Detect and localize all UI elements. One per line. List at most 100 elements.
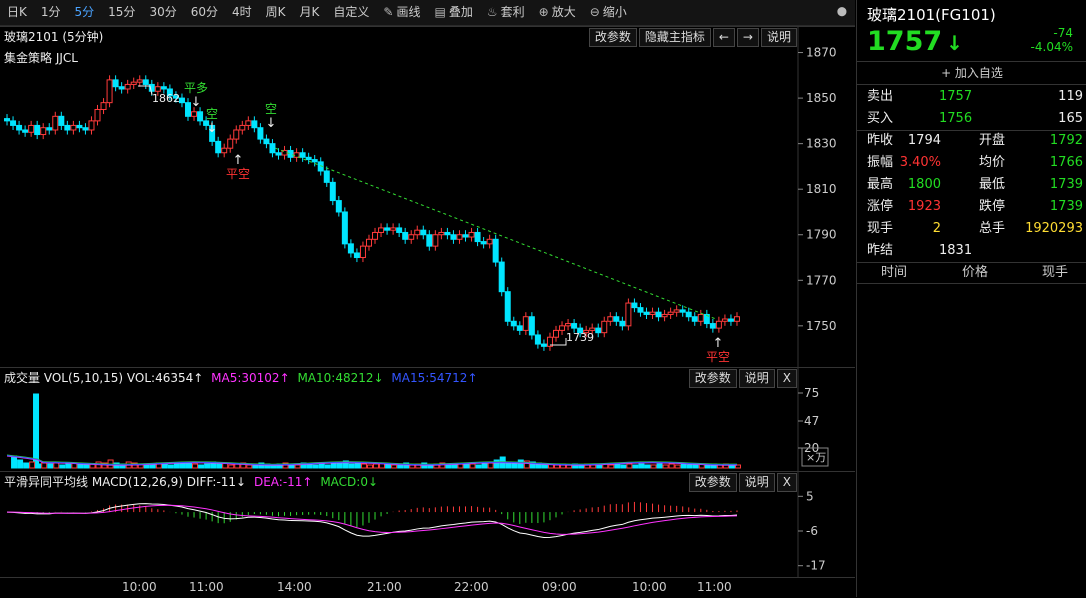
quote-label-1: 涨停 <box>867 199 894 214</box>
tool-button-2[interactable]: ♨ 套利 <box>480 0 532 25</box>
prev-settle-row: 昨结 1831 <box>857 240 1086 262</box>
quote-label-1: 现手 <box>867 221 894 236</box>
period-tab-9[interactable]: 自定义 <box>333 5 370 19</box>
scroll-right-button[interactable]: → <box>736 28 759 47</box>
period-tab-4[interactable]: 30分 <box>149 5 177 19</box>
quote-row: 最高 1800 最低 1739 <box>857 174 1086 196</box>
period-tab-8[interactable]: 月K <box>299 5 320 19</box>
quote-label-1: 最高 <box>867 177 894 192</box>
buy-label: 买入 <box>867 111 894 126</box>
sell-row: 卖出 1757 119 <box>857 86 1086 108</box>
sell-label: 卖出 <box>867 89 894 104</box>
period-tab-1[interactable]: 1分 <box>40 5 61 19</box>
pencil-icon: ✎ <box>383 5 394 19</box>
kline-buttons: 改参数 隐藏主指标 ← → 说明 <box>588 28 797 47</box>
macd-dea: DEA:-11↑ <box>253 475 313 489</box>
quote-row: 振幅 3.40% 均价 1766 <box>857 152 1086 174</box>
time-tick-label: 11:00 <box>189 580 224 594</box>
volume-ma15: MA15:54712↑ <box>391 371 478 385</box>
buy-volume: 165 <box>1058 111 1083 126</box>
kline-panel: 玻璃2101 (5分钟) 改参数 隐藏主指标 ← → 说明 集金策略 JJCL <box>0 26 855 367</box>
tool-button-4[interactable]: ⊖ 缩小 <box>583 0 634 25</box>
tool-button-1[interactable]: ▤ 叠加 <box>427 0 479 25</box>
tool-label: 放大 <box>551 5 576 19</box>
macd-close-button[interactable]: X <box>776 473 797 492</box>
tool-label: 套利 <box>500 5 525 19</box>
prev-settle-value: 1831 <box>939 243 973 258</box>
time-tick-label: 21:00 <box>367 580 402 594</box>
quote-value-2: 1739 <box>1049 199 1083 214</box>
period-tab-3[interactable]: 15分 <box>108 5 136 19</box>
change-value: -74 <box>1053 26 1073 40</box>
volume-help-button[interactable]: 说明 <box>738 369 775 388</box>
buy-row: 买入 1756 165 <box>857 108 1086 130</box>
tool-label: 画线 <box>396 5 421 19</box>
quote-row: 现手 2 总手 1920293 <box>857 218 1086 240</box>
quote-label-1: 昨收 <box>867 133 894 148</box>
volume-params-button[interactable]: 改参数 <box>688 369 737 388</box>
macd-buttons: 改参数 说明 X <box>688 473 797 492</box>
macd-params-button[interactable]: 改参数 <box>688 473 737 492</box>
quote-label-2: 均价 <box>979 155 1006 170</box>
col-time: 时间 <box>881 265 908 280</box>
tool-label: 缩小 <box>602 5 627 19</box>
period-tab-7[interactable]: 周K <box>265 5 286 19</box>
tool-button-0[interactable]: ✎ 画线 <box>376 0 427 25</box>
period-toolbar: 日K 1分 5分 15分 30分 60分 4时 周K 月K 自定义 ✎ 画线 ▤ 叠加 ♨ 套利 ⊕ 放大 ⊖ 缩小 ⬤ <box>0 0 855 26</box>
kline-title: 玻璃2101 (5分钟) <box>4 30 104 44</box>
sell-price: 1757 <box>939 89 973 104</box>
col-volume: 现手 <box>1042 265 1069 280</box>
quote-value-1: 1923 <box>907 199 941 214</box>
hide-main-indicator-button[interactable]: 隐藏主指标 <box>638 28 711 47</box>
scroll-left-button[interactable]: ← <box>712 28 735 47</box>
down-arrow-icon: ↓ <box>946 31 963 55</box>
strategy-label: 集金策略 JJCL <box>4 51 78 65</box>
time-tick-label: 14:00 <box>277 580 312 594</box>
volume-legend: 成交量 VOL(5,10,15) VOL:46354↑ MA5:30102↑ M… <box>4 369 478 387</box>
overlay-icon: ▤ <box>434 5 446 19</box>
quote-value-1: 1794 <box>907 133 941 148</box>
volume-close-button[interactable]: X <box>776 369 797 388</box>
quote-label-2: 总手 <box>979 221 1006 236</box>
quote-value-1: 2 <box>932 221 941 236</box>
quote-value-1: 1800 <box>907 177 941 192</box>
quote-value-1: 3.40% <box>899 155 941 170</box>
time-tick-label: 10:00 <box>122 580 157 594</box>
period-tab-5[interactable]: 60分 <box>190 5 218 19</box>
tick-table-header: 时间 价格 现手 <box>857 262 1086 284</box>
quote-row: 昨收 1794 开盘 1792 <box>857 130 1086 152</box>
volume-label: 成交量 VOL(5,10,15) VOL:46354↑ <box>4 371 204 385</box>
volume-buttons: 改参数 说明 X <box>688 369 797 388</box>
tool-button-3[interactable]: ⊕ 放大 <box>532 0 583 25</box>
quote-value-2: 1920293 <box>1025 221 1083 236</box>
last-price: 1757 ↓ <box>867 26 963 57</box>
change-params-button[interactable]: 改参数 <box>588 28 637 47</box>
quote-value-2: 1792 <box>1049 133 1083 148</box>
time-tick-label: 22:00 <box>454 580 489 594</box>
add-watchlist-button[interactable]: + 加入自选 <box>857 61 1086 85</box>
macd-value: MACD:0↓ <box>320 475 379 489</box>
macd-legend: 平滑异同平均线 MACD(12,26,9) DIFF:-11↓ DEA:-11↑… <box>4 473 378 491</box>
sell-volume: 119 <box>1058 89 1083 104</box>
price-change: -74 -4.04% <box>1031 26 1073 54</box>
help-button[interactable]: 说明 <box>760 28 797 47</box>
period-tab-6[interactable]: 4时 <box>232 5 252 19</box>
dropdown-icon[interactable]: ⬤ <box>836 7 847 17</box>
macd-help-button[interactable]: 说明 <box>738 473 775 492</box>
time-tick-label: 09:00 <box>542 580 577 594</box>
time-tick-label: 10:00 <box>632 580 667 594</box>
macd-label: 平滑异同平均线 MACD(12,26,9) DIFF:-11↓ <box>4 475 247 489</box>
prev-settle-label: 昨结 <box>867 243 894 258</box>
quote-panel: 玻璃2101(FG101) 1757 ↓ -74 -4.04% + 加入自选 卖出… <box>856 0 1086 597</box>
volume-ma10: MA10:48212↓ <box>297 371 384 385</box>
quote-label-2: 最低 <box>979 177 1006 192</box>
period-tab-2[interactable]: 5分 <box>74 5 95 19</box>
period-tab-0[interactable]: 日K <box>7 5 27 19</box>
tool-label: 叠加 <box>448 5 473 19</box>
quote-label-2: 开盘 <box>979 133 1006 148</box>
money-bag-icon: ♨ <box>486 5 498 19</box>
time-tick-label: 11:00 <box>697 580 732 594</box>
quote-label-1: 振幅 <box>867 155 894 170</box>
buy-price: 1756 <box>939 111 973 126</box>
col-price: 价格 <box>962 265 989 280</box>
